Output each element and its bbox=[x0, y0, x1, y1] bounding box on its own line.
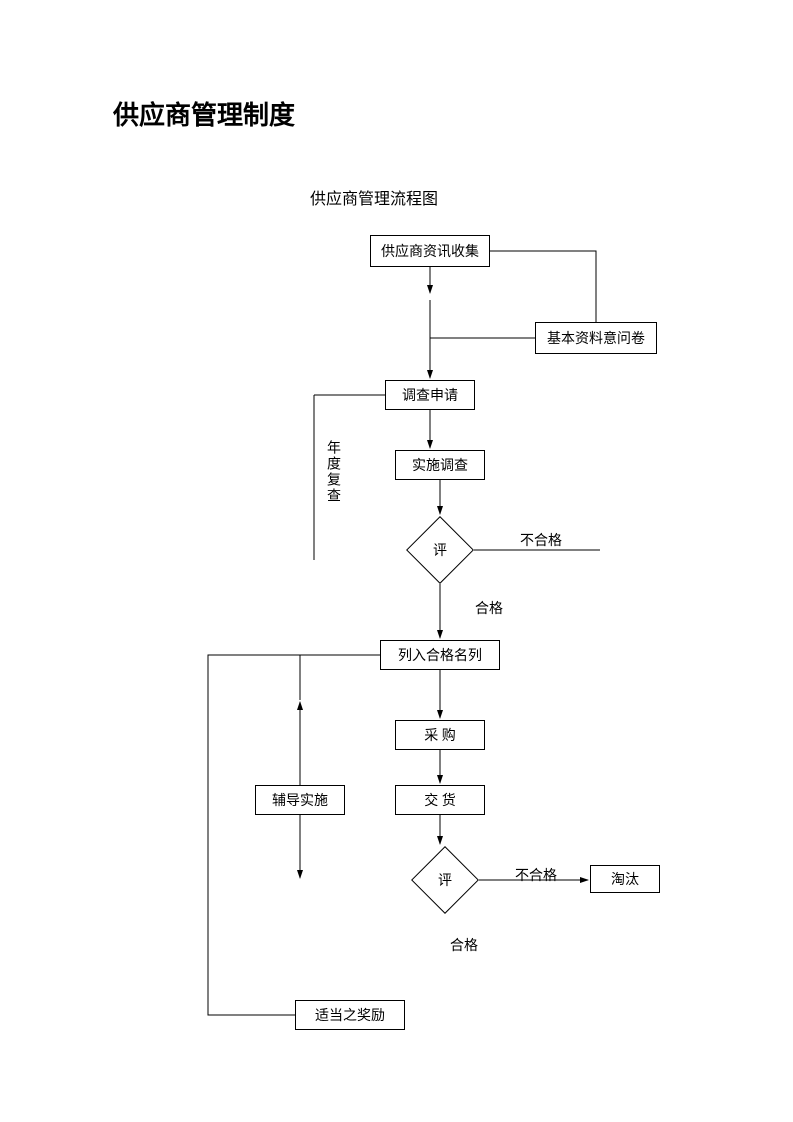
node-eliminate: 淘汰 bbox=[590, 865, 660, 893]
node-qualified-list: 列入合格名列 bbox=[380, 640, 500, 670]
node-info-collect: 供应商资讯收集 bbox=[370, 235, 490, 267]
node-label: 基本资料意问卷 bbox=[547, 328, 645, 348]
node-label: 列入合格名列 bbox=[398, 645, 482, 665]
node-label: 淘汰 bbox=[611, 869, 639, 889]
node-label: 采 购 bbox=[424, 725, 456, 745]
node-label: 适当之奖励 bbox=[315, 1005, 385, 1025]
label-fail-2: 不合格 bbox=[515, 865, 557, 885]
node-label: 供应商资讯收集 bbox=[381, 241, 479, 261]
node-guidance: 辅导实施 bbox=[255, 785, 345, 815]
node-reward: 适当之奖励 bbox=[295, 1000, 405, 1030]
node-label: 调查申请 bbox=[402, 385, 458, 405]
flowchart-edges bbox=[0, 0, 793, 1122]
page-title: 供应商管理制度 bbox=[113, 95, 295, 132]
node-survey-apply: 调查申请 bbox=[385, 380, 475, 410]
flowchart-subtitle: 供应商管理流程图 bbox=[310, 185, 438, 209]
node-basic-questionnaire: 基本资料意问卷 bbox=[535, 322, 657, 354]
label-fail-1: 不合格 bbox=[520, 530, 562, 550]
label-annual-review: 年度复查 bbox=[322, 440, 342, 504]
node-delivery: 交 货 bbox=[395, 785, 485, 815]
node-conduct-survey: 实施调查 bbox=[395, 450, 485, 480]
label-pass-1: 合格 bbox=[475, 598, 503, 618]
node-label: 实施调查 bbox=[412, 455, 468, 475]
label-pass-2: 合格 bbox=[450, 935, 478, 955]
decision-eval-1-label: 评 bbox=[416, 526, 464, 574]
decision-eval-2-label: 评 bbox=[421, 856, 469, 904]
node-purchase: 采 购 bbox=[395, 720, 485, 750]
node-label: 交 货 bbox=[424, 790, 456, 810]
node-label: 辅导实施 bbox=[272, 790, 328, 810]
